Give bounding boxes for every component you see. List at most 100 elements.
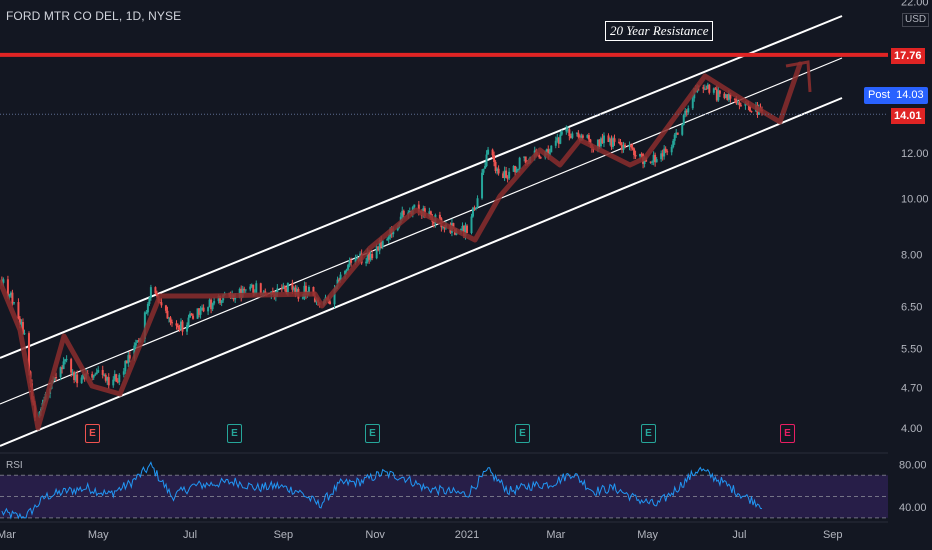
candle-body (727, 93, 730, 100)
candle (481, 169, 484, 200)
candle-body (387, 236, 390, 240)
candle (375, 243, 378, 260)
candle-body (17, 302, 20, 319)
candle-body (292, 287, 295, 290)
candle (350, 257, 353, 267)
candle-body (347, 264, 350, 270)
candle (624, 142, 627, 149)
candle (577, 130, 580, 139)
candle-body (687, 108, 690, 113)
candle-body (586, 135, 589, 138)
time-axis: Mar May Jul Sep Nov 2021 Mar May Jul Sep (0, 452, 888, 541)
candle-body (91, 374, 94, 378)
candle (255, 280, 258, 295)
price-tick-label: 22.00 (901, 0, 929, 8)
time-tick-label: May (637, 529, 658, 541)
candle-body (481, 172, 484, 199)
resistance-annotation[interactable]: 20 Year Resistance (605, 21, 714, 41)
candle-body (569, 136, 572, 138)
candle-body (112, 379, 115, 386)
candle-body (192, 315, 195, 319)
candle-body (286, 282, 289, 294)
candle-body (703, 88, 706, 90)
candle (386, 237, 389, 241)
candle-body (180, 321, 183, 330)
candle-body (186, 324, 189, 332)
channel-upper-line (0, 15, 843, 359)
candle (566, 125, 569, 133)
candle (180, 318, 183, 331)
candle-body (475, 207, 478, 209)
candle-body (663, 148, 666, 157)
candle-body (124, 361, 127, 372)
candle-body (115, 374, 118, 382)
candle (703, 84, 706, 91)
price-tick-label: 5.50 (901, 343, 922, 355)
candle-body (118, 374, 121, 383)
candle-body (538, 154, 541, 158)
candle-body (116, 381, 119, 383)
post-value: 14.03 (896, 89, 924, 101)
candle (169, 315, 172, 326)
candle (619, 139, 622, 146)
candle-body (356, 257, 359, 259)
candle (655, 157, 658, 163)
rsi-tick-label: 40.00 (899, 502, 927, 514)
candle-body (344, 270, 347, 275)
candle-body (210, 299, 213, 310)
candle-body (660, 153, 663, 160)
candle-body (377, 246, 380, 251)
candle-body (470, 216, 473, 234)
candle-body (547, 149, 550, 156)
candle (618, 138, 621, 144)
time-tick-label: Jul (732, 529, 746, 541)
candle (175, 320, 178, 330)
candle-body (160, 302, 163, 306)
candle (654, 152, 657, 167)
candle-body (101, 369, 104, 375)
candle-body (566, 129, 569, 131)
earnings-marker[interactable]: E (780, 424, 795, 443)
candle (145, 310, 148, 315)
candle-body (596, 139, 599, 149)
earnings-marker[interactable]: E (365, 424, 380, 443)
candle-body (176, 325, 179, 328)
candle-body (443, 226, 446, 229)
earnings-marker[interactable]: E (515, 424, 530, 443)
candle-body (23, 333, 26, 335)
candle-body (307, 286, 310, 294)
candle-body (348, 260, 351, 265)
candle-body (610, 138, 613, 147)
earnings-marker[interactable]: E (227, 424, 242, 443)
candle-body (95, 372, 98, 375)
candle (170, 319, 173, 327)
candle-body (166, 310, 169, 319)
candle-body (196, 308, 199, 319)
earnings-marker[interactable]: E (85, 424, 100, 443)
candle-body (441, 226, 444, 228)
candle (652, 151, 655, 166)
candle-body (476, 198, 479, 208)
candle (691, 94, 694, 110)
candle (202, 304, 205, 313)
price-tick-label: 10.00 (901, 194, 929, 206)
candle-body (750, 111, 753, 113)
candle (210, 298, 213, 314)
candle-body (505, 170, 508, 178)
candle (684, 108, 687, 118)
currency-badge: USD (902, 13, 930, 27)
candle (666, 149, 669, 156)
earnings-marker[interactable]: E (641, 424, 656, 443)
candle (715, 85, 718, 102)
candle (714, 86, 717, 90)
candle-body (181, 321, 184, 332)
candle-body (136, 340, 139, 343)
candle (62, 357, 65, 370)
candle-body (20, 322, 23, 325)
time-tick-label: Sep (274, 529, 294, 541)
candle (634, 150, 637, 160)
candle-body (244, 289, 247, 291)
candle (736, 99, 739, 106)
candle (496, 167, 499, 175)
candle (106, 376, 109, 385)
